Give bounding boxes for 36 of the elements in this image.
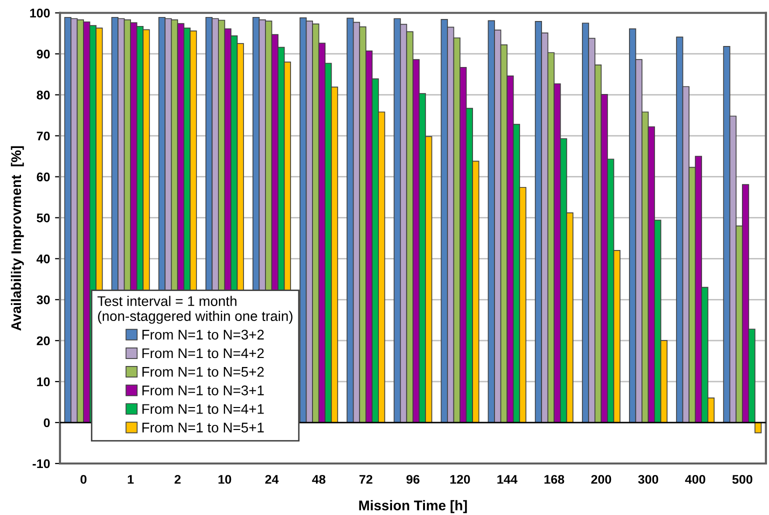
x-tick-label: 24 bbox=[265, 474, 279, 484]
x-tick-label: 1 bbox=[128, 475, 134, 484]
x-tick-label: 200 bbox=[591, 474, 612, 484]
x-axis-title: Mission Time [h] bbox=[359, 500, 467, 514]
legend-label: From N=1 to N=4+1 bbox=[142, 404, 264, 414]
x-tick-label: 0 bbox=[80, 474, 86, 484]
y-tick-label: 40 bbox=[36, 254, 50, 264]
y-axis-title: Availability Improvment [%] bbox=[10, 146, 24, 331]
x-tick-label: 144 bbox=[497, 475, 518, 484]
x-tick-label: 168 bbox=[544, 474, 564, 484]
x-tick-label: 72 bbox=[359, 474, 372, 484]
legend-label: From N=1 to N=3+1 bbox=[142, 385, 264, 396]
legend-title: Test interval = 1 month (non-staggered within one train) bbox=[98, 296, 292, 324]
y-tick-label: 10 bbox=[37, 377, 50, 386]
y-tick-label: 70 bbox=[36, 132, 50, 140]
x-tick-label: 2 bbox=[174, 474, 181, 484]
x-tick-label: 300 bbox=[638, 474, 658, 484]
x-tick-label: 96 bbox=[406, 474, 420, 484]
y-tick-label: 60 bbox=[36, 172, 50, 182]
x-tick-label: 10 bbox=[218, 474, 232, 484]
x-tick-label: 400 bbox=[685, 474, 706, 484]
y-tick-label: 30 bbox=[36, 295, 50, 304]
x-tick-label: 48 bbox=[312, 474, 326, 484]
y-tick-label: 90 bbox=[36, 50, 50, 58]
y-tick-label: -10 bbox=[32, 459, 50, 468]
legend-label: From N=1 to N=5+1 bbox=[142, 422, 264, 432]
y-tick-label: 0 bbox=[44, 418, 50, 428]
legend-label: From N=1 to N=3+2 bbox=[142, 330, 264, 340]
legend-label: From N=1 to N=4+2 bbox=[142, 348, 264, 358]
y-tick-label: 80 bbox=[36, 90, 50, 100]
x-tick-label: 500 bbox=[732, 474, 752, 484]
y-tick-label: 100 bbox=[30, 8, 50, 18]
y-tick-label: 20 bbox=[36, 336, 50, 346]
legend-label: From N=1 to N=5+2 bbox=[142, 366, 264, 377]
x-tick-label: 120 bbox=[450, 474, 470, 484]
y-tick-label: 50 bbox=[36, 214, 50, 222]
